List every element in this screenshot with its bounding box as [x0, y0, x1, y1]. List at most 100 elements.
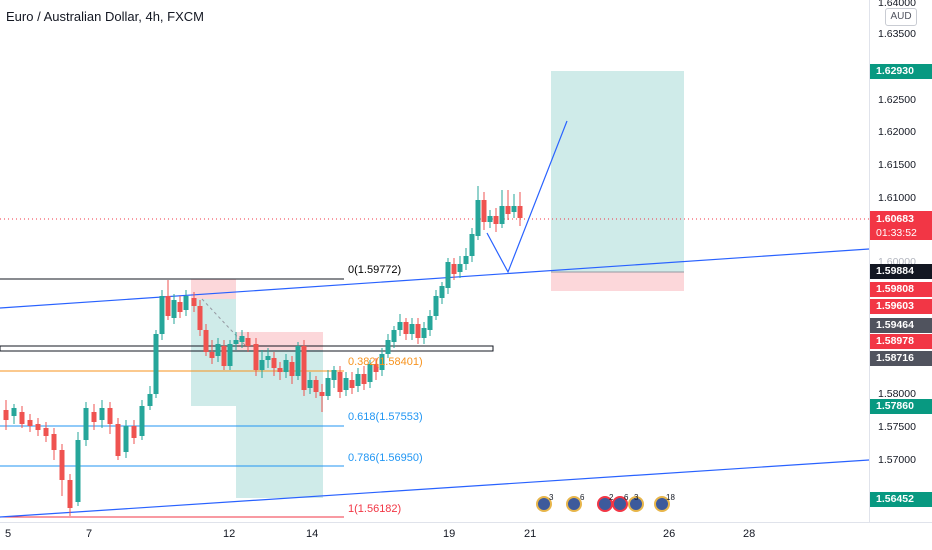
price-label: 1.61500 [878, 159, 916, 171]
candle-body [67, 480, 73, 508]
candle-body [301, 346, 307, 390]
candle-body [445, 262, 451, 288]
price-label: 1.57500 [878, 421, 916, 433]
bar-countdown: 01:33:52 [876, 227, 917, 239]
price-tag: 1.58716 [870, 351, 932, 366]
candle-body [421, 328, 427, 338]
price-label: 1.57000 [878, 454, 916, 466]
event-count: 3 [634, 493, 639, 502]
candle-body [415, 324, 421, 338]
symbol-title[interactable]: Euro / Australian Dollar, 4h, FXCM [6, 9, 204, 24]
candle-body [403, 322, 409, 334]
candle-body [197, 306, 203, 330]
candle-body [463, 256, 469, 264]
upper-trend-line [0, 248, 870, 309]
time-label: 12 [223, 528, 236, 540]
projection-path [486, 120, 568, 274]
event-flag-icon[interactable] [628, 496, 644, 512]
candle-body [3, 410, 9, 420]
candle-body [27, 420, 33, 426]
time-label: 19 [443, 528, 456, 540]
candle-body [153, 334, 159, 394]
fib-level-0786[interactable]: 0.786(1.56950) [348, 452, 423, 464]
fib-level-0618[interactable]: 0.618(1.57553) [348, 411, 423, 423]
candle-body [277, 368, 283, 372]
time-label: 7 [86, 528, 93, 540]
candle-body [75, 440, 81, 502]
event-count: 6 [580, 493, 585, 502]
currency-button[interactable]: AUD [885, 8, 917, 26]
candle-body [99, 408, 105, 420]
candle-body [439, 286, 445, 298]
candle-body [517, 206, 523, 218]
candle-body [505, 206, 511, 214]
long-position-target-zone [551, 71, 684, 272]
candle-body [457, 264, 463, 272]
candle-body [147, 394, 153, 406]
candle-body [367, 364, 373, 382]
candle-body [259, 360, 265, 370]
event-flag-icon[interactable] [536, 496, 552, 512]
short-position-stop-zone [191, 279, 236, 299]
candle-body [43, 428, 49, 436]
candle-body [123, 426, 129, 452]
candle-body [391, 330, 397, 342]
fib-level-1[interactable]: 1(1.56182) [348, 503, 402, 515]
candle-body [397, 322, 403, 330]
time-label: 5 [5, 528, 12, 540]
candle-body [209, 352, 215, 358]
price-tag: 1.59603 [870, 299, 932, 314]
event-count: 18 [666, 493, 675, 502]
event-flag-icon[interactable] [612, 496, 628, 512]
fib-level-0[interactable]: 0(1.59772) [348, 264, 402, 276]
candle-body [295, 346, 301, 376]
candle-body [191, 298, 197, 306]
price-tag-stop: 1.57860 [870, 399, 932, 414]
price-label: 1.62000 [878, 126, 916, 138]
candle-body [171, 300, 177, 318]
event-flag-icon[interactable] [654, 496, 670, 512]
fib-level-0382[interactable]: 0.382(1.58401) [348, 356, 423, 368]
candle-body [245, 338, 251, 346]
price-label: 1.63500 [878, 28, 916, 40]
candle-body [511, 206, 517, 212]
candle-body [475, 200, 481, 236]
candle-body [313, 380, 319, 392]
candle-body [139, 406, 145, 436]
event-count: 3 [549, 493, 554, 502]
current-price: 1.60683 [876, 213, 914, 225]
candle-body [107, 408, 113, 424]
candle-body [385, 340, 391, 354]
candle-body [337, 372, 343, 392]
price-axis-divider [869, 0, 870, 522]
candle-body [51, 434, 57, 450]
price-tag-target: 1.62930 [870, 64, 932, 79]
time-label: 21 [524, 528, 537, 540]
candle-body [361, 374, 367, 384]
candle-body [319, 392, 325, 396]
candle-body [427, 316, 433, 330]
candle-body [221, 346, 227, 366]
candle-body [19, 412, 25, 424]
current-price-tag: 1.60683 01:33:52 [870, 211, 932, 240]
candle-body [409, 324, 415, 334]
candle-body [233, 340, 239, 344]
candle-body [481, 200, 487, 222]
event-flag-icon[interactable] [566, 496, 582, 512]
candle-body [379, 354, 385, 370]
candle-body [253, 344, 259, 370]
candle-body [159, 296, 165, 334]
candle-body [349, 380, 355, 388]
candle-body [487, 216, 493, 222]
price-label: 1.61000 [878, 192, 916, 204]
price-tag: 1.59464 [870, 318, 932, 333]
price-tag: 1.56452 [870, 492, 932, 507]
lower-trend-line [0, 459, 870, 518]
price-label: 1.62500 [878, 94, 916, 106]
candle-body [91, 412, 97, 422]
candle-body [433, 296, 439, 316]
candle-body [499, 206, 505, 224]
candle-body [83, 408, 89, 440]
